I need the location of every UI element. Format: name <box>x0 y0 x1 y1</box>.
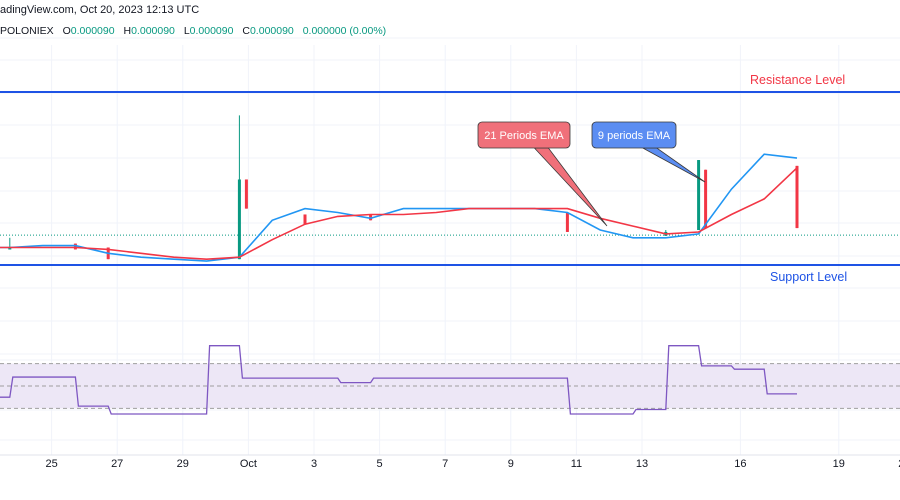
change-value: 0.000000 (0.00%) <box>302 25 387 37</box>
low-value: 0.000090 <box>189 25 234 37</box>
bear-candle <box>73 243 77 250</box>
x-tick-label: 27 <box>111 458 123 470</box>
bear-candle <box>795 165 799 229</box>
bear-candle <box>565 212 569 232</box>
time-axis: 25 27 29 Oct 3 5 7 9 11 13 16 19 21 <box>0 454 900 470</box>
close-value: 0.000090 <box>249 25 294 37</box>
bull-candle <box>697 160 701 231</box>
x-tick-label: 25 <box>45 458 57 470</box>
bear-candle <box>303 214 307 225</box>
open-label: O <box>62 25 71 37</box>
exchange-label: POLONIEX <box>0 25 54 37</box>
bear-candle <box>704 169 708 229</box>
chart-source-header: adingView.com, Oct 20, 2023 12:13 UTC <box>0 4 200 16</box>
support-resistance-levels: Resistance Level Support Level <box>0 73 900 284</box>
ema-9-callout-label: 9 periods EMA <box>598 130 671 142</box>
resistance-level-label: Resistance Level <box>750 73 845 87</box>
close-label: C <box>242 25 250 37</box>
low-label: L <box>183 25 190 37</box>
oscillator-panel <box>0 345 900 415</box>
bull-candle <box>8 247 12 250</box>
x-tick-label: 5 <box>377 458 383 470</box>
x-tick-label: 13 <box>636 458 648 470</box>
support-level-label: Support Level <box>770 270 847 284</box>
x-tick-label: 7 <box>442 458 448 470</box>
candlesticks <box>8 115 799 260</box>
ema-callouts: 21 Periods EMA 9 periods EMA <box>477 121 706 227</box>
ema-9-callout-box <box>591 121 677 149</box>
ema-21-callout-label: 21 Periods EMA <box>484 130 564 142</box>
x-tick-label: 16 <box>734 458 746 470</box>
x-tick-label: 21 <box>898 458 900 470</box>
x-tick-label: 11 <box>571 458 582 470</box>
oscillator-line <box>0 345 797 415</box>
bear-candle <box>369 214 373 221</box>
symbol-ohlc-header: POLONIEX O0.000090 H0.000090 L0.000090 C… <box>0 25 386 37</box>
ema-9-callout: 9 periods EMA <box>591 121 706 183</box>
ema-lines <box>0 153 798 262</box>
high-value: 0.000090 <box>131 25 175 37</box>
ema-21-callout-box <box>477 121 571 149</box>
open-value: 0.000090 <box>70 25 115 37</box>
ema-21-line <box>0 167 798 261</box>
x-tick-label: 29 <box>177 458 189 470</box>
x-tick-label: Oct <box>240 458 257 470</box>
ema-9-callout-pointer <box>642 147 706 183</box>
bull-candle <box>237 179 241 260</box>
ema-9-line <box>0 153 798 262</box>
x-tick-label: 9 <box>508 458 514 470</box>
high-label: H <box>123 25 132 37</box>
x-tick-label: 3 <box>311 458 317 470</box>
x-tick-label: 19 <box>833 458 845 470</box>
bear-candle <box>244 179 248 209</box>
ema-21-callout: 21 Periods EMA <box>477 121 608 227</box>
